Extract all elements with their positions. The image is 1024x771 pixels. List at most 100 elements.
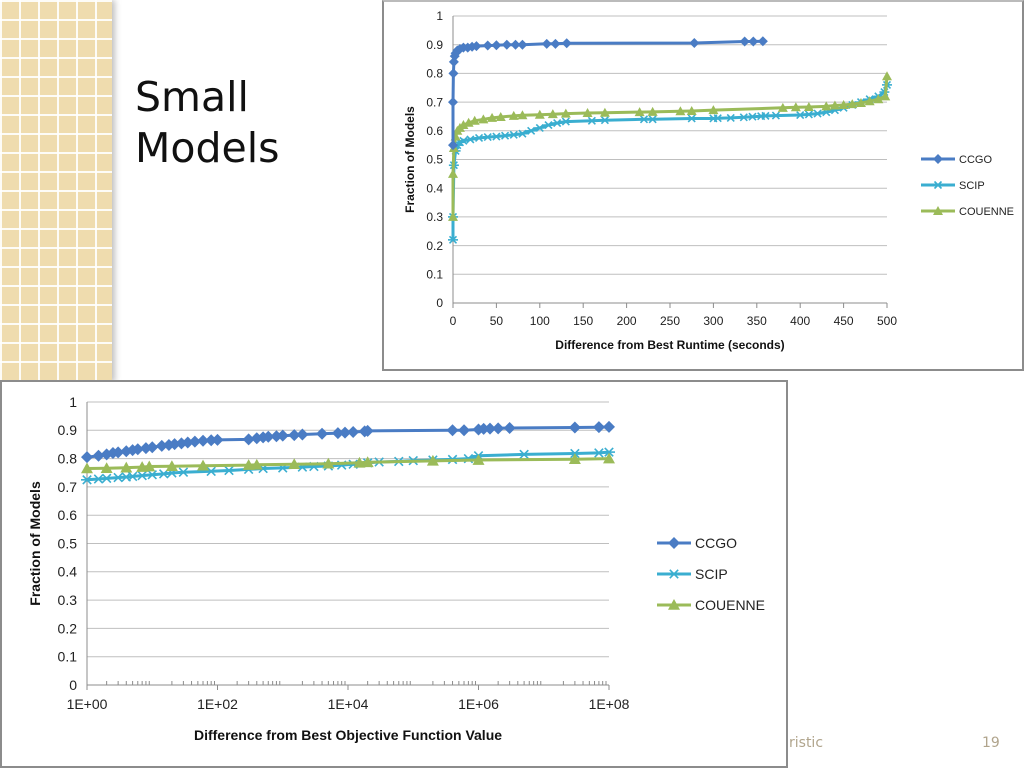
triangle-marker	[426, 454, 439, 466]
diamond-marker	[603, 420, 615, 433]
diamond-marker	[541, 38, 552, 49]
asterisk-marker	[526, 126, 537, 135]
asterisk-marker	[668, 569, 680, 579]
diamond-marker	[331, 427, 344, 440]
asterisk-marker	[465, 135, 476, 144]
asterisk-marker	[482, 133, 493, 142]
asterisk-marker	[222, 465, 235, 476]
diamond-marker	[458, 424, 471, 437]
diamond-marker	[448, 68, 459, 79]
diamond-marker	[126, 444, 139, 457]
legend-item-ccgo: CCGO	[657, 535, 737, 551]
triangle-marker	[821, 101, 832, 111]
asterisk-marker	[534, 123, 545, 132]
diamond-marker	[155, 439, 168, 452]
y-tick-label: 0.7	[426, 95, 443, 109]
triangle-marker	[847, 99, 858, 109]
triangle-marker	[353, 456, 366, 468]
asterisk-marker	[647, 115, 658, 124]
triangle-marker	[448, 211, 458, 221]
triangle-marker	[838, 99, 849, 109]
y-axis-title: Fraction of Models	[403, 106, 417, 213]
y-tick-label: 0.1	[426, 268, 443, 282]
triangle-marker	[547, 109, 558, 119]
diamond-marker	[448, 97, 458, 108]
x-tick-label: 1E+02	[197, 696, 238, 712]
diamond-marker	[517, 39, 528, 50]
triangle-marker	[647, 106, 658, 116]
asterisk-marker	[508, 130, 519, 139]
asterisk-marker	[177, 467, 190, 477]
triangle-marker	[873, 94, 884, 104]
triangle-marker	[322, 457, 335, 469]
diamond-marker	[361, 424, 374, 437]
objective-chart-svg: 0 0.1 0.2 0.3 0.4 0.5 0.6 0.7 0.8 0.9 1 1E+00 1E+02 1…	[27, 394, 765, 743]
diamond-marker	[131, 443, 144, 456]
diamond-marker	[748, 36, 759, 47]
slide-title: Small Models	[135, 72, 279, 174]
diamond-marker	[561, 38, 572, 49]
asterisk-marker	[686, 114, 697, 123]
y-tick-label: 0.4	[58, 564, 78, 580]
triangle-marker	[495, 112, 506, 122]
triangle-marker	[458, 120, 469, 130]
triangle-marker	[634, 107, 645, 117]
x-tick-label: 1E+08	[589, 696, 630, 712]
y-tick-label: 1	[69, 394, 77, 410]
asterisk-marker	[725, 113, 736, 122]
diamond-marker	[477, 422, 490, 435]
y-tick-label: 0.8	[58, 451, 78, 467]
triangle-marker	[882, 71, 892, 81]
diamond-marker	[112, 446, 125, 459]
asterisk-marker	[599, 116, 610, 125]
diamond-marker	[197, 434, 210, 447]
decorative-side-pattern	[0, 0, 112, 382]
y-tick-label: 0.6	[426, 124, 443, 138]
diamond-marker	[175, 437, 188, 450]
asterisk-marker	[795, 110, 806, 120]
diamond-marker	[446, 424, 459, 437]
diamond-marker	[491, 40, 502, 51]
triangle-marker	[568, 453, 581, 464]
legend-item-couenne: COUENNE	[657, 597, 765, 613]
asterisk-marker	[136, 470, 149, 481]
triangle-marker	[288, 458, 301, 470]
diamond-marker	[139, 442, 152, 455]
diamond-marker	[689, 37, 700, 48]
triangle-marker	[603, 452, 615, 464]
runtime-chart-svg: 0 0.1 0.2 0.3 0.4 0.5 0.6 0.7 0.8 0.9 1 0 50 100 150 20…	[403, 9, 1014, 352]
asterisk-marker	[803, 110, 814, 119]
diamond-marker	[933, 154, 943, 164]
diamond-marker	[503, 422, 516, 435]
triangle-marker	[242, 459, 255, 470]
diamond-marker	[162, 439, 175, 452]
triangle-marker	[534, 109, 545, 119]
y-tick-label: 0.5	[426, 153, 443, 167]
legend-label: COUENNE	[959, 206, 1014, 218]
slide-title-line-2: Models	[135, 124, 280, 172]
couenne-line	[86, 457, 610, 470]
series-ccgo	[81, 420, 615, 464]
asterisk-marker	[157, 469, 170, 479]
x-tick-label: 1E+04	[328, 696, 369, 712]
legend-label: SCIP	[695, 566, 728, 582]
footer-text: ristic	[789, 735, 824, 751]
asterisk-marker	[738, 113, 749, 122]
asterisk-marker	[474, 133, 485, 143]
diamond-marker	[288, 429, 301, 442]
couenne-line	[451, 76, 889, 217]
diamond-marker	[550, 38, 561, 49]
y-tick-label: 0	[69, 677, 77, 693]
triangle-marker	[448, 168, 458, 178]
asterisk-marker	[638, 115, 649, 124]
x-tick-label: 0	[450, 314, 457, 328]
diamond-marker	[181, 436, 194, 449]
x-tick-label: 50	[490, 314, 504, 328]
diamond-marker	[168, 438, 181, 451]
legend-label: CCGO	[695, 535, 737, 551]
diamond-marker	[501, 39, 512, 50]
series-couenne	[81, 452, 615, 474]
ccgo-line	[451, 39, 763, 146]
triangle-marker	[668, 599, 680, 610]
diamond-marker	[276, 429, 289, 442]
